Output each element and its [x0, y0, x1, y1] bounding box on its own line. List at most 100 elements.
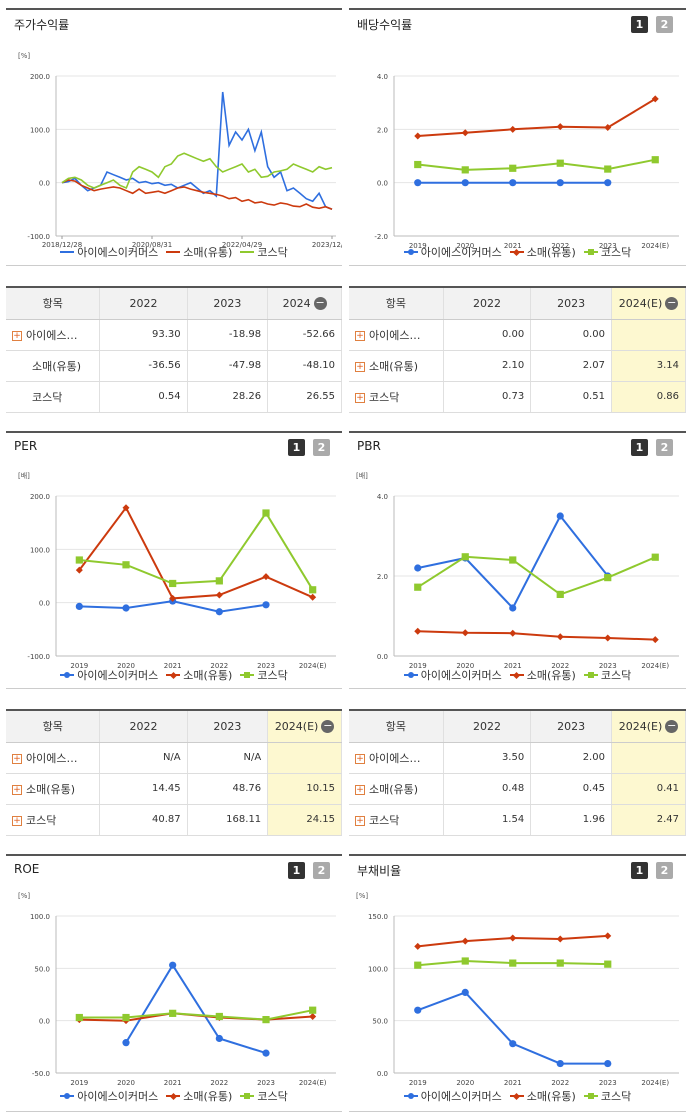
data-point: [604, 179, 612, 187]
row-name-label: 소매(유통): [369, 782, 419, 796]
diamond-marker-icon: [509, 247, 524, 257]
y-unit-label: [%]: [18, 892, 30, 900]
header-year: 2023: [530, 710, 612, 743]
legend-label: 코스닥: [600, 1090, 632, 1103]
value-cell: [611, 319, 687, 351]
expand-plus-icon[interactable]: +: [355, 361, 365, 372]
y-unit-label: [배]: [18, 471, 30, 480]
legend-item: 소매(유통): [509, 1088, 576, 1104]
data-point: [461, 166, 469, 174]
table-row: + 코스닥 1.54 1.96 2.47: [349, 804, 687, 836]
data-point: [169, 594, 177, 602]
legend-label: 소매(유통): [526, 669, 576, 682]
roe-chart: [%] 100.0 50.0 0.0 -50.0 2019 2020 2021 2022 2023…: [18, 892, 336, 1087]
view-2-button[interactable]: 2: [656, 439, 673, 456]
expand-plus-icon[interactable]: +: [12, 753, 22, 764]
y-tick-label: 2.0: [377, 126, 388, 134]
view-1-button[interactable]: 1: [288, 862, 305, 879]
view-1-button[interactable]: 1: [288, 439, 305, 456]
dividend-chart: 4.0 2.0 0.0 -2.0 2019 2020 2021 2022 2023 2024(E): [374, 73, 679, 250]
diamond-marker-icon: [166, 1091, 181, 1101]
legend-item: 아이에스이커머스: [403, 667, 502, 683]
expand-plus-icon[interactable]: +: [355, 753, 365, 764]
row-name-cell: 코스닥: [6, 381, 101, 413]
header-label: 항목: [385, 297, 406, 311]
expand-plus-icon[interactable]: +: [355, 815, 365, 826]
circle-marker-icon: [60, 1091, 75, 1101]
expand-plus-icon[interactable]: +: [355, 392, 365, 403]
expand-plus-icon[interactable]: +: [12, 784, 22, 795]
collapse-icon[interactable]: −: [313, 296, 327, 310]
chart-legend: 아이에스이커머스 소매(유통) 코스닥: [6, 244, 342, 260]
y-tick-label: -2.0: [374, 233, 388, 241]
expand-plus-icon[interactable]: +: [355, 784, 365, 795]
collapse-icon[interactable]: −: [665, 719, 679, 733]
legend-item: 소매(유통): [166, 667, 232, 683]
y-tick-label: 200.0: [30, 73, 50, 81]
debt-ratio-panel: 부채비율 1 2 [%] 150.0 100.0 50.0 0.0 2019 2020 202…: [349, 854, 686, 1112]
view-2-button[interactable]: 2: [313, 862, 330, 879]
view-2-button[interactable]: 2: [656, 16, 673, 33]
diamond-marker-icon: [166, 670, 181, 680]
collapse-icon[interactable]: −: [321, 719, 335, 733]
panel-title: PER: [14, 439, 38, 453]
view-1-button[interactable]: 1: [631, 862, 648, 879]
data-point: [509, 556, 517, 564]
table-row: + 아이에스… 93.30 -18.98 -52.66: [6, 319, 342, 351]
view-1-button[interactable]: 1: [631, 439, 648, 456]
x-tick-label: 2020/08/31: [132, 241, 172, 249]
header-label: 2023: [557, 296, 586, 310]
expand-plus-icon[interactable]: +: [355, 330, 365, 341]
y-tick-label: -100.0: [27, 653, 50, 661]
data-point: [604, 123, 612, 131]
legend-label: 소매(유통): [183, 246, 233, 259]
data-point: [169, 579, 177, 588]
value-cell: 40.87: [99, 804, 188, 836]
circle-marker-icon: [403, 1091, 418, 1101]
panel-title: 부채비율: [357, 864, 402, 878]
expand-plus-icon[interactable]: +: [12, 815, 22, 826]
header-year: 2023: [187, 710, 269, 743]
view-1-button[interactable]: 1: [631, 16, 648, 33]
collapse-icon[interactable]: −: [665, 296, 679, 310]
chart-legend: 아이에스이커머스 소매(유통) 코스닥: [6, 1088, 342, 1104]
row-name-cell: + 아이에스…: [349, 742, 444, 774]
header-label: 2023: [213, 719, 242, 733]
value-cell: 2.00: [530, 742, 612, 774]
series-line-3: [61, 152, 333, 190]
legend-label: 아이에스이커머스: [77, 669, 159, 682]
roe-panel: ROE 1 2 [%] 100.0 50.0 0.0 -50.0 2019 2020 2021…: [6, 854, 342, 1112]
row-name-cell: + 코스닥: [6, 804, 101, 836]
row-name-label: 코스닥: [32, 390, 63, 404]
view-2-button[interactable]: 2: [656, 862, 673, 879]
x-tick-label: 2020: [117, 1079, 135, 1087]
y-tick-label: 100.0: [368, 965, 388, 973]
header-item: 항목: [6, 287, 101, 320]
data-point: [414, 627, 422, 635]
data-point: [509, 164, 517, 172]
x-tick-label: 2024(E): [641, 242, 669, 250]
table-row: 코스닥 0.54 28.26 26.55: [6, 381, 342, 413]
expand-plus-icon[interactable]: +: [12, 330, 22, 341]
data-point: [461, 937, 469, 945]
row-name-cell: + 소매(유통): [6, 773, 101, 805]
x-tick-label: 2023: [599, 242, 617, 250]
row-name-cell: + 아이에스…: [6, 742, 101, 774]
data-point: [122, 504, 130, 512]
square-marker-icon: [240, 247, 255, 257]
header-label: 항목: [42, 720, 63, 734]
y-unit-label: [배]: [356, 471, 368, 480]
legend-item: 아이에스이커머스: [403, 244, 502, 260]
legend-item: 코스닥: [240, 1088, 288, 1104]
view-2-button[interactable]: 2: [313, 439, 330, 456]
data-point: [414, 179, 422, 187]
y-tick-label: 150.0: [368, 913, 388, 921]
x-tick-label: 2021: [504, 242, 522, 250]
value-cell: -48.10: [267, 350, 342, 382]
data-point: [75, 566, 83, 574]
value-cell: 0.73: [443, 381, 532, 413]
header-label: 항목: [42, 297, 63, 311]
row-name-label: 소매(유통): [369, 359, 419, 373]
data-point: [75, 556, 83, 564]
per-table: 항목 2022 2023 2024(E) − + 아이에스… N/A N/A + 소매(유통) 14.…: [6, 709, 342, 836]
